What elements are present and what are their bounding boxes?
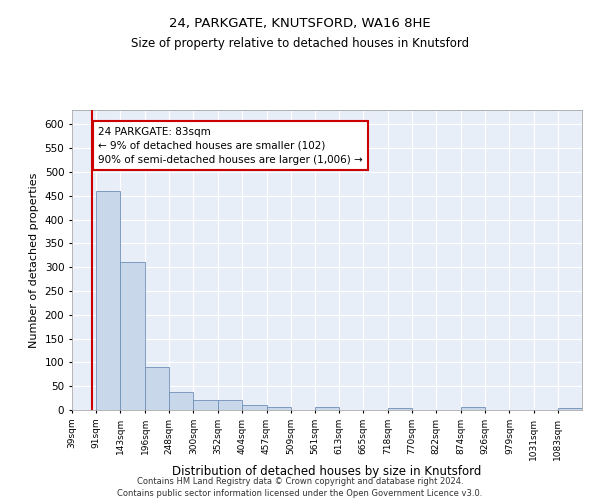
Bar xyxy=(558,408,582,410)
Bar xyxy=(388,408,412,410)
X-axis label: Distribution of detached houses by size in Knutsford: Distribution of detached houses by size … xyxy=(172,466,482,478)
Bar xyxy=(242,405,266,410)
Bar xyxy=(96,191,121,410)
Bar xyxy=(315,407,339,410)
Bar xyxy=(461,407,485,410)
Text: Size of property relative to detached houses in Knutsford: Size of property relative to detached ho… xyxy=(131,38,469,51)
Text: Contains HM Land Registry data © Crown copyright and database right 2024.
Contai: Contains HM Land Registry data © Crown c… xyxy=(118,476,482,498)
Bar xyxy=(121,262,145,410)
Bar xyxy=(145,367,169,410)
Text: 24, PARKGATE, KNUTSFORD, WA16 8HE: 24, PARKGATE, KNUTSFORD, WA16 8HE xyxy=(169,18,431,30)
Bar xyxy=(266,406,291,410)
Y-axis label: Number of detached properties: Number of detached properties xyxy=(29,172,39,348)
Bar xyxy=(218,400,242,410)
Bar xyxy=(169,392,193,410)
Bar xyxy=(193,400,218,410)
Text: 24 PARKGATE: 83sqm
← 9% of detached houses are smaller (102)
90% of semi-detache: 24 PARKGATE: 83sqm ← 9% of detached hous… xyxy=(98,126,363,164)
